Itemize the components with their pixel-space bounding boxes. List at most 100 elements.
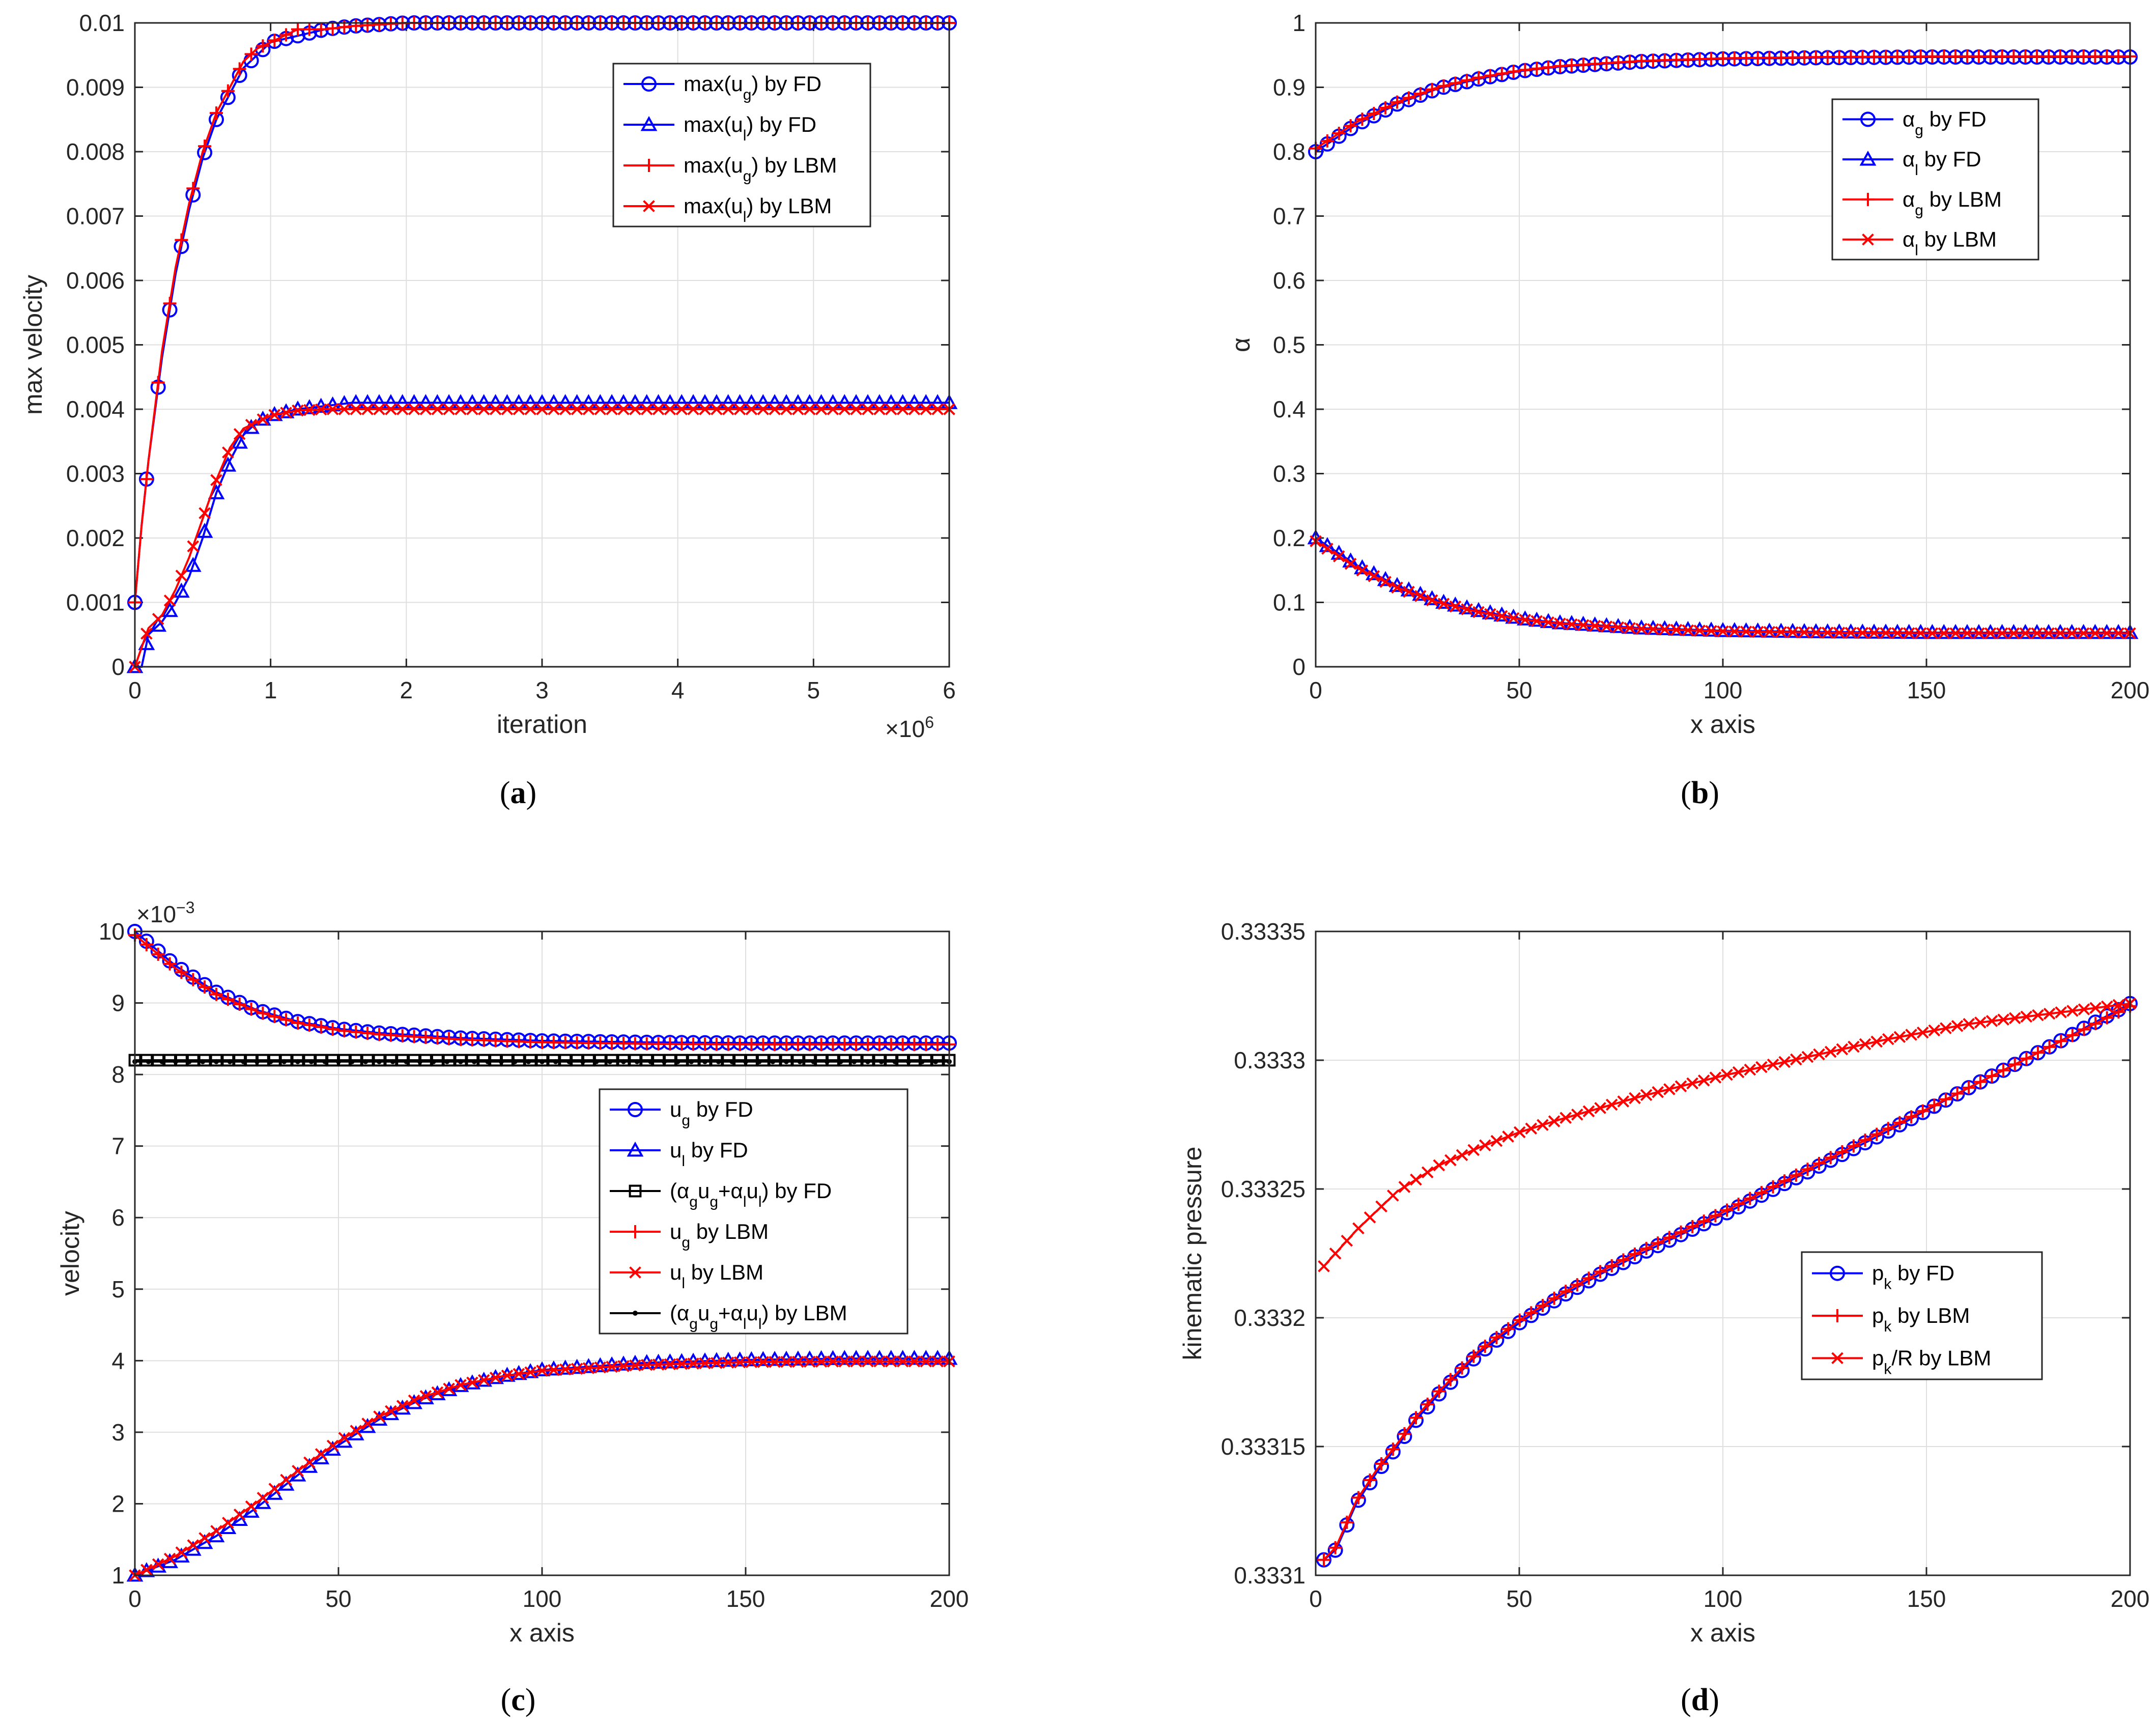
- data-point: [1996, 627, 2008, 640]
- data-point: [466, 403, 478, 415]
- data-point: [1995, 49, 2009, 63]
- data-point: [336, 1059, 341, 1064]
- marker-dot: [499, 1059, 504, 1064]
- data-point: [186, 1059, 192, 1064]
- data-point: [780, 1355, 792, 1368]
- marker-x-b: [1321, 543, 1334, 555]
- data-point: [920, 1355, 932, 1368]
- data-point: [390, 1059, 395, 1064]
- legend-label: max(ul) by LBM: [684, 194, 832, 225]
- data-point: [769, 1355, 781, 1368]
- marker-square: [768, 1054, 781, 1067]
- data-point: [268, 409, 281, 421]
- marker-x-b: [1548, 1115, 1561, 1127]
- data-point: [699, 1357, 711, 1370]
- marker-triangle: [231, 433, 248, 449]
- subscript: l: [743, 127, 747, 144]
- legend-marker: [1859, 150, 1877, 166]
- data-point: [594, 403, 607, 415]
- marker-x-b: [1721, 1068, 1733, 1081]
- data-point: [1691, 621, 1708, 637]
- data-point: [540, 1059, 545, 1064]
- x-tick-label: 0: [128, 1585, 141, 1612]
- data-point: [1646, 53, 1660, 67]
- data-point: [466, 1376, 478, 1389]
- data-point: [1594, 1265, 1607, 1279]
- subscript: l: [758, 1316, 762, 1333]
- marker-x-b: [1566, 618, 1578, 631]
- marker-x-b: [2078, 1003, 2090, 1015]
- marker-x-b: [1905, 1029, 1917, 1041]
- data-point: [1709, 1209, 1722, 1223]
- marker-x-b: [2077, 627, 2090, 640]
- data-point: [2008, 1058, 2022, 1071]
- caption-letter: a: [510, 776, 526, 810]
- marker-triangle: [2098, 624, 2115, 639]
- marker-x-b: [571, 403, 583, 415]
- label-part: α: [1903, 187, 1915, 211]
- label-part: α: [1903, 228, 1915, 251]
- marker-x-b: [524, 403, 536, 415]
- data-point: [629, 1359, 641, 1372]
- data-point: [1482, 604, 1499, 619]
- data-point: [652, 1358, 665, 1371]
- data-point: [198, 139, 212, 153]
- data-point: [163, 594, 176, 607]
- marker-triangle: [1970, 624, 1988, 639]
- data-point: [524, 1035, 537, 1049]
- data-point: [2077, 49, 2090, 63]
- data-point: [1652, 1086, 1664, 1098]
- data-point: [1836, 1043, 1849, 1056]
- data-point: [1502, 1130, 1514, 1143]
- data-point: [1460, 73, 1474, 87]
- legend-marker: [1830, 1265, 1845, 1281]
- data-point: [1658, 623, 1671, 636]
- marker-x-b: [419, 403, 432, 415]
- data-point: [2089, 627, 2102, 640]
- data-point: [2088, 49, 2102, 63]
- marker-x-b: [466, 1376, 478, 1389]
- marker-x-b: [175, 570, 188, 582]
- marker-x-b: [1985, 1015, 1998, 1027]
- data-point: [198, 1054, 211, 1067]
- data-point: [2066, 1005, 2079, 1017]
- data-point: [2077, 1023, 2091, 1036]
- y-tick-label: 9: [111, 990, 125, 1016]
- label-part: by FD: [685, 1138, 748, 1162]
- data-point: [1484, 608, 1496, 620]
- data-point: [1985, 1069, 1999, 1083]
- data-point: [593, 1059, 599, 1064]
- label-part: p: [1872, 1261, 1884, 1285]
- exponent-base: ×10: [885, 716, 925, 742]
- marker-x-b: [722, 403, 734, 415]
- data-point: [256, 1006, 270, 1020]
- data-point: [792, 1355, 804, 1368]
- marker-triangle: [1935, 624, 1952, 639]
- data-point: [1576, 58, 1590, 71]
- marker-triangle: [1609, 618, 1627, 633]
- data-point: [291, 1054, 304, 1067]
- y-tick-label: 10: [99, 918, 125, 945]
- data-point: [1577, 619, 1590, 631]
- data-point: [349, 1059, 355, 1064]
- marker-dot: [919, 1059, 925, 1064]
- data-point: [1947, 624, 1964, 639]
- marker-x-b: [780, 403, 792, 415]
- data-point: [184, 557, 202, 572]
- data-point: [196, 523, 213, 538]
- data-point: [222, 446, 234, 459]
- data-point: [920, 403, 932, 415]
- legend-label: (αgug+αlul) by LBM: [670, 1301, 847, 1333]
- subscript: g: [682, 1234, 690, 1251]
- marker-triangle: [1842, 623, 1859, 639]
- marker-x-b: [548, 1364, 560, 1376]
- marker-x-b: [1507, 612, 1520, 625]
- axes-frame: [134, 930, 950, 1576]
- marker-x-b: [769, 1355, 781, 1368]
- marker-x-b: [222, 1516, 234, 1529]
- data-point: [151, 376, 165, 389]
- data-point: [2087, 624, 2104, 639]
- data-point: [721, 1037, 735, 1051]
- marker-triangle: [1924, 624, 1941, 639]
- marker-x-b: [1728, 625, 1741, 638]
